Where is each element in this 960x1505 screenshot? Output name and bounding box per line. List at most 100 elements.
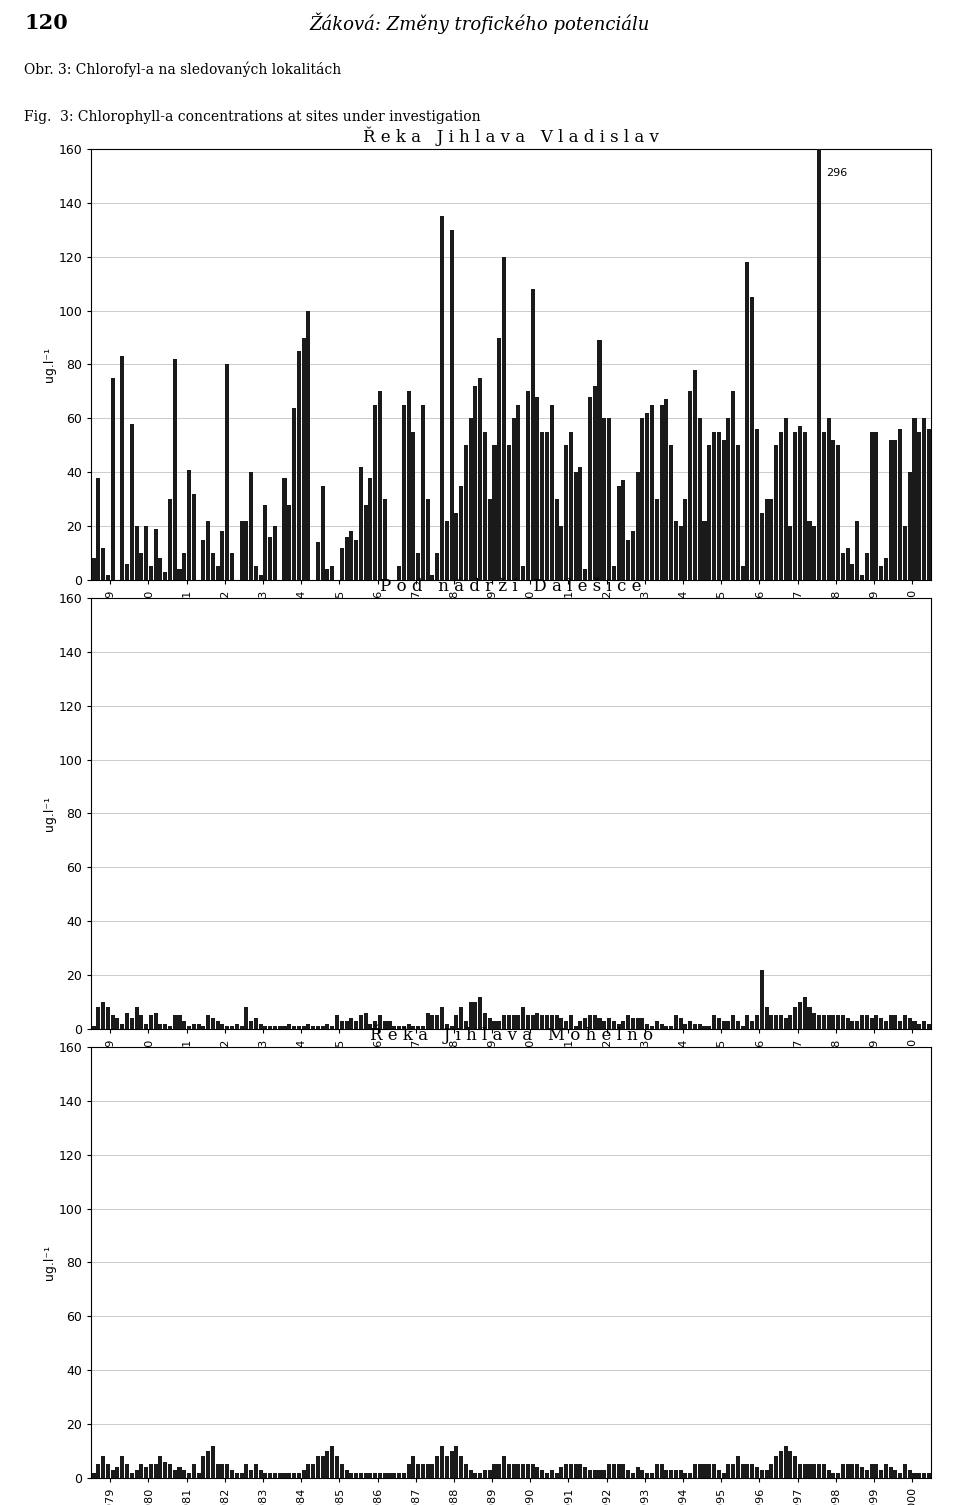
Y-axis label: ug.l⁻¹: ug.l⁻¹ bbox=[42, 1245, 56, 1279]
Bar bbox=[908, 473, 912, 579]
Bar bbox=[926, 1023, 931, 1029]
Bar bbox=[836, 445, 840, 579]
Bar bbox=[158, 1023, 162, 1029]
Bar bbox=[96, 1007, 101, 1029]
Bar bbox=[459, 486, 463, 579]
Bar bbox=[660, 405, 663, 579]
Bar bbox=[230, 1470, 234, 1478]
Bar bbox=[306, 1023, 310, 1029]
Bar bbox=[502, 1457, 506, 1478]
Bar bbox=[354, 1472, 358, 1478]
Bar bbox=[397, 1026, 401, 1029]
Bar bbox=[473, 1472, 477, 1478]
Bar bbox=[698, 1023, 702, 1029]
Bar bbox=[468, 1470, 472, 1478]
Bar bbox=[349, 531, 353, 579]
Bar bbox=[540, 1470, 544, 1478]
Bar bbox=[154, 1464, 157, 1478]
Bar bbox=[430, 1464, 435, 1478]
Bar bbox=[192, 1023, 196, 1029]
Bar bbox=[454, 1016, 458, 1029]
Bar bbox=[564, 1464, 568, 1478]
Bar bbox=[798, 1002, 802, 1029]
Bar bbox=[727, 418, 731, 579]
Bar bbox=[182, 1470, 186, 1478]
Bar bbox=[244, 521, 249, 579]
Bar bbox=[512, 418, 516, 579]
Bar bbox=[206, 521, 210, 579]
Bar bbox=[221, 1023, 225, 1029]
Bar bbox=[664, 399, 668, 579]
Bar bbox=[130, 1472, 133, 1478]
Bar bbox=[163, 1023, 167, 1029]
Bar bbox=[449, 1026, 453, 1029]
Bar bbox=[621, 1464, 625, 1478]
Bar bbox=[263, 1026, 268, 1029]
Bar bbox=[239, 1026, 244, 1029]
Bar bbox=[440, 217, 444, 579]
Bar bbox=[607, 418, 612, 579]
Bar bbox=[602, 1020, 607, 1029]
Bar bbox=[182, 552, 186, 579]
Bar bbox=[569, 1016, 573, 1029]
Bar bbox=[163, 572, 167, 579]
Bar bbox=[521, 566, 525, 579]
Bar bbox=[292, 408, 296, 579]
Bar bbox=[722, 1020, 726, 1029]
Bar bbox=[258, 1470, 263, 1478]
Bar bbox=[226, 364, 229, 579]
Bar bbox=[263, 504, 268, 579]
Bar bbox=[531, 289, 535, 579]
Bar bbox=[774, 1016, 779, 1029]
Bar bbox=[727, 1464, 731, 1478]
Bar bbox=[301, 1470, 305, 1478]
Bar bbox=[178, 1467, 181, 1478]
Bar bbox=[841, 552, 845, 579]
Bar bbox=[545, 1472, 549, 1478]
Bar bbox=[388, 1472, 392, 1478]
Bar bbox=[674, 1016, 678, 1029]
Bar bbox=[745, 262, 750, 579]
Bar bbox=[922, 418, 926, 579]
Bar bbox=[411, 1026, 416, 1029]
Bar bbox=[846, 1019, 850, 1029]
Bar bbox=[550, 1470, 554, 1478]
Bar bbox=[383, 1472, 387, 1478]
Bar bbox=[297, 351, 300, 579]
Bar bbox=[287, 1472, 291, 1478]
Bar bbox=[870, 1019, 874, 1029]
Bar bbox=[521, 1464, 525, 1478]
Bar bbox=[688, 1472, 692, 1478]
Bar bbox=[759, 1470, 764, 1478]
Bar bbox=[889, 1016, 893, 1029]
Bar bbox=[221, 1464, 225, 1478]
Bar bbox=[865, 1470, 869, 1478]
Bar bbox=[263, 1472, 268, 1478]
Bar bbox=[292, 1472, 296, 1478]
Bar bbox=[226, 1026, 229, 1029]
Bar bbox=[258, 575, 263, 579]
Bar bbox=[769, 1464, 774, 1478]
Bar bbox=[473, 1002, 477, 1029]
Bar bbox=[616, 1464, 620, 1478]
Bar bbox=[588, 397, 592, 579]
Bar bbox=[655, 500, 659, 579]
Bar bbox=[435, 1457, 440, 1478]
Bar bbox=[660, 1023, 663, 1029]
Bar bbox=[612, 1020, 616, 1029]
Bar bbox=[163, 1461, 167, 1478]
Bar bbox=[516, 1464, 520, 1478]
Bar bbox=[192, 494, 196, 579]
Bar bbox=[674, 521, 678, 579]
Text: Fig.  3: Chlorophyll-a concentrations at sites under investigation: Fig. 3: Chlorophyll-a concentrations at … bbox=[24, 110, 481, 123]
Bar bbox=[774, 1457, 779, 1478]
Bar bbox=[425, 1464, 430, 1478]
Y-axis label: ug.l⁻¹: ug.l⁻¹ bbox=[42, 796, 56, 831]
Bar bbox=[550, 1016, 554, 1029]
Bar bbox=[688, 391, 692, 579]
Bar bbox=[268, 1472, 273, 1478]
Bar bbox=[783, 418, 787, 579]
Bar bbox=[440, 1446, 444, 1478]
Bar bbox=[330, 1446, 334, 1478]
Bar bbox=[406, 391, 411, 579]
